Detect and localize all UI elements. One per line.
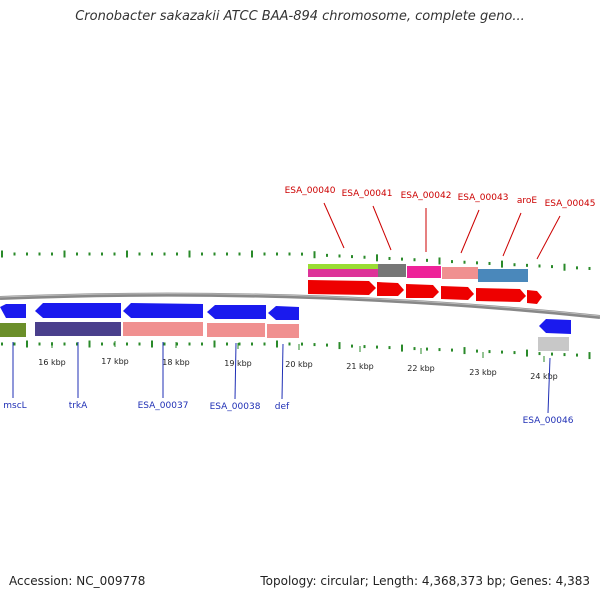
forward-gene-label[interactable]: ESA_00042 — [401, 191, 452, 201]
genome-backbone — [0, 292, 600, 319]
gc-skew-track-top — [1, 250, 591, 271]
reverse-gene-label[interactable]: mscL — [3, 401, 26, 411]
cog-bar — [478, 269, 528, 282]
cog-bar — [407, 266, 441, 278]
label-leader-line — [536, 215, 561, 260]
forward-gene-labels: ESA_00040 ESA_00041 ESA_00042 ESA_00043 aroE… — [285, 186, 596, 260]
cog-bar — [378, 264, 406, 277]
ruler-tick-label: 16 kbp — [38, 358, 66, 367]
accession-label: Accession: NC_009778 — [9, 574, 146, 588]
forward-cog-track — [308, 264, 528, 282]
topology-label: Topology: circular; Length: 4,368,373 bp… — [260, 574, 590, 588]
cog-bar — [538, 337, 569, 351]
cds-arrow-aroe[interactable] — [476, 288, 526, 302]
label-leader-line — [547, 357, 551, 414]
cds-arrow-esa-00038[interactable] — [207, 305, 266, 319]
reverse-gene-labels: mscL trkA ESA_00037 ESA_00038 def ESA_00046 — [3, 342, 574, 426]
ruler-tick-label: 19 kbp — [224, 359, 252, 368]
ruler-tick-label: 21 kbp — [346, 362, 374, 371]
reverse-gene-label[interactable]: ESA_00046 — [523, 416, 574, 426]
ruler-tick-label: 22 kbp — [407, 364, 435, 373]
reverse-gene-label[interactable]: ESA_00037 — [138, 401, 189, 411]
forward-gene-label[interactable]: ESA_00040 — [285, 186, 336, 196]
cds-arrow-esa-00042[interactable] — [406, 284, 439, 298]
cog-bar — [308, 269, 378, 277]
ruler-tick-label: 17 kbp — [101, 357, 129, 366]
forward-cds-track — [308, 280, 542, 304]
cds-arrow-mscl[interactable] — [0, 304, 26, 318]
cog-bar — [35, 322, 121, 336]
label-leader-line — [460, 209, 480, 254]
ruler-tick-label: 18 kbp — [162, 358, 190, 367]
cds-arrow-def[interactable] — [268, 306, 299, 320]
cds-arrow-trka[interactable] — [35, 303, 121, 318]
cds-arrow-esa-00037[interactable] — [123, 303, 203, 318]
cog-bar — [0, 323, 26, 337]
forward-gene-label[interactable]: ESA_00043 — [458, 193, 509, 203]
cds-arrow-esa-00043[interactable] — [441, 286, 474, 300]
label-leader-line — [234, 342, 237, 400]
reverse-gene-label[interactable]: ESA_00038 — [210, 402, 261, 412]
reverse-cog-track — [0, 322, 569, 351]
label-leader-line — [502, 212, 522, 257]
forward-gene-label[interactable]: ESA_00045 — [545, 199, 596, 209]
cog-bar — [442, 267, 478, 279]
cds-arrow-esa-00041[interactable] — [377, 282, 404, 296]
cog-bar — [123, 322, 203, 336]
label-leader-line — [323, 202, 345, 249]
reverse-gene-label[interactable]: def — [275, 402, 290, 412]
gc-skew-track-bottom — [1, 340, 591, 360]
cds-arrow-esa-00045[interactable] — [527, 290, 542, 304]
cog-bar — [267, 324, 299, 338]
ruler-tick-label: 24 kbp — [530, 372, 558, 381]
ruler-tick-label: 23 kbp — [469, 368, 497, 377]
cds-arrow-esa-00040[interactable] — [308, 280, 376, 295]
cog-bar — [207, 323, 265, 337]
label-leader-line — [281, 343, 284, 400]
label-leader-line — [372, 205, 392, 251]
cds-arrow-esa-00046[interactable] — [539, 319, 571, 334]
ruler-tick-label: 20 kbp — [285, 360, 313, 369]
position-ruler: 16 kbp 17 kbp 18 kbp 19 kbp 20 kbp 21 kbp 22 k… — [38, 341, 558, 381]
forward-gene-label[interactable]: aroE — [517, 196, 538, 206]
forward-gene-label[interactable]: ESA_00041 — [342, 189, 393, 199]
reverse-gene-label[interactable]: trkA — [69, 401, 88, 411]
cog-bar — [308, 264, 378, 269]
map-title: Cronobacter sakazakii ATCC BAA-894 chrom… — [75, 9, 525, 24]
genome-backbone-highlight — [0, 293, 600, 317]
reverse-cds-track — [0, 303, 571, 334]
